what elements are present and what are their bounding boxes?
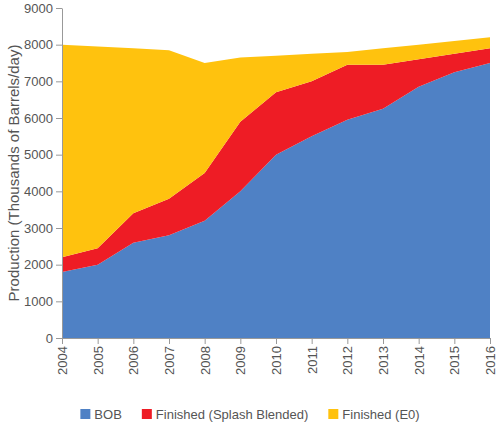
y-tick-label: 1000 bbox=[24, 294, 53, 309]
x-tick-mark bbox=[383, 338, 384, 344]
areas bbox=[62, 37, 490, 338]
legend-label: Finished (Splash Blended) bbox=[156, 407, 308, 422]
y-tick: 1000 bbox=[24, 294, 62, 309]
x-tick-mark bbox=[419, 338, 420, 344]
x-tick-label: 2008 bbox=[198, 346, 213, 375]
y-tick-mark bbox=[56, 8, 62, 9]
y-tick-mark bbox=[56, 338, 62, 339]
x-tick: 2016 bbox=[483, 338, 498, 375]
x-tick: 2007 bbox=[162, 338, 177, 375]
x-tick-mark bbox=[98, 338, 99, 344]
x-tick-mark bbox=[205, 338, 206, 344]
y-tick-label: 6000 bbox=[24, 111, 53, 126]
y-tick-label: 5000 bbox=[24, 147, 53, 162]
y-tick-mark bbox=[56, 155, 62, 156]
y-tick-label: 7000 bbox=[24, 74, 53, 89]
x-tick-mark bbox=[347, 338, 348, 344]
legend-item: Finished (Splash Blended) bbox=[142, 407, 308, 422]
y-tick: 7000 bbox=[24, 74, 62, 89]
x-tick: 2008 bbox=[198, 338, 213, 375]
y-tick: 8000 bbox=[24, 37, 62, 52]
x-tick-mark bbox=[240, 338, 241, 344]
y-tick-mark bbox=[56, 118, 62, 119]
x-tick: 2013 bbox=[376, 338, 391, 375]
y-tick: 4000 bbox=[24, 184, 62, 199]
chart: 0 1000 2000 3000 4000 5000 6000 7000 8000 9000 200… bbox=[0, 0, 500, 430]
y-tick-label: 9000 bbox=[24, 1, 53, 16]
plot: 0 1000 2000 3000 4000 5000 6000 7000 8000 9000 200… bbox=[24, 1, 498, 375]
y-tick-mark bbox=[56, 81, 62, 82]
x-tick: 2006 bbox=[126, 338, 141, 375]
y-tick-label: 8000 bbox=[24, 37, 53, 52]
x-tick: 2010 bbox=[269, 338, 284, 375]
x-tick-label: 2012 bbox=[340, 346, 355, 375]
y-tick: 5000 bbox=[24, 147, 62, 162]
legend-swatch bbox=[328, 409, 338, 419]
y-tick-mark bbox=[56, 191, 62, 192]
y-tick: 3000 bbox=[24, 221, 62, 236]
x-tick: 2009 bbox=[233, 338, 248, 375]
x-tick-label: 2014 bbox=[412, 346, 427, 375]
y-tick-mark bbox=[56, 265, 62, 266]
area-series bbox=[62, 37, 490, 257]
x-tick-label: 2004 bbox=[55, 346, 70, 375]
legend-swatch bbox=[142, 409, 152, 419]
x-tick-label: 2005 bbox=[91, 346, 106, 375]
x-tick-mark bbox=[169, 338, 170, 344]
y-tick-label: 4000 bbox=[24, 184, 53, 199]
y-tick-label: 2000 bbox=[24, 257, 53, 272]
x-tick: 2005 bbox=[91, 338, 106, 375]
x-tick: 2004 bbox=[55, 338, 70, 375]
y-axis: 0 1000 2000 3000 4000 5000 6000 7000 8000 9000 bbox=[24, 1, 62, 346]
y-tick: 9000 bbox=[24, 1, 62, 16]
legend: BOB Finished (Splash Blended) Finished (E0… bbox=[80, 407, 419, 422]
x-tick: 2014 bbox=[412, 338, 427, 375]
x-tick-label: 2015 bbox=[447, 346, 462, 375]
x-tick-label: 2013 bbox=[376, 346, 391, 375]
y-tick-mark bbox=[56, 301, 62, 302]
x-tick-label: 2016 bbox=[483, 346, 498, 375]
y-tick-mark bbox=[56, 228, 62, 229]
legend-label: Finished (E0) bbox=[342, 407, 419, 422]
legend-item: Finished (E0) bbox=[328, 407, 419, 422]
x-axis: 2004 2005 2006 2007 2008 2009 2010 2011 2012 2013… bbox=[55, 338, 498, 375]
x-tick-label: 2010 bbox=[269, 346, 284, 375]
y-tick: 2000 bbox=[24, 257, 62, 272]
legend-label: BOB bbox=[94, 407, 121, 422]
y-axis-title: Production (Thousands of Barrels/day) bbox=[5, 45, 22, 302]
y-tick: 6000 bbox=[24, 111, 62, 126]
x-tick: 2011 bbox=[305, 338, 320, 374]
x-tick-mark bbox=[62, 338, 63, 344]
y-tick-label: 0 bbox=[46, 331, 53, 346]
x-tick-mark bbox=[454, 338, 455, 344]
y-tick-label: 3000 bbox=[24, 221, 53, 236]
x-tick: 2012 bbox=[340, 338, 355, 375]
y-axis-line bbox=[62, 9, 63, 339]
x-tick-label: 2006 bbox=[126, 346, 141, 375]
y-tick-mark bbox=[56, 45, 62, 46]
x-tick-label: 2011 bbox=[305, 346, 320, 374]
legend-swatch bbox=[80, 409, 90, 419]
legend-item: BOB bbox=[80, 407, 121, 422]
x-tick-mark bbox=[133, 338, 134, 344]
x-tick-label: 2009 bbox=[233, 346, 248, 375]
x-tick: 2015 bbox=[447, 338, 462, 375]
x-tick-mark bbox=[490, 338, 491, 344]
y-tick: 0 bbox=[46, 331, 62, 346]
x-tick-label: 2007 bbox=[162, 346, 177, 375]
x-tick-mark bbox=[312, 338, 313, 344]
x-tick-mark bbox=[276, 338, 277, 344]
